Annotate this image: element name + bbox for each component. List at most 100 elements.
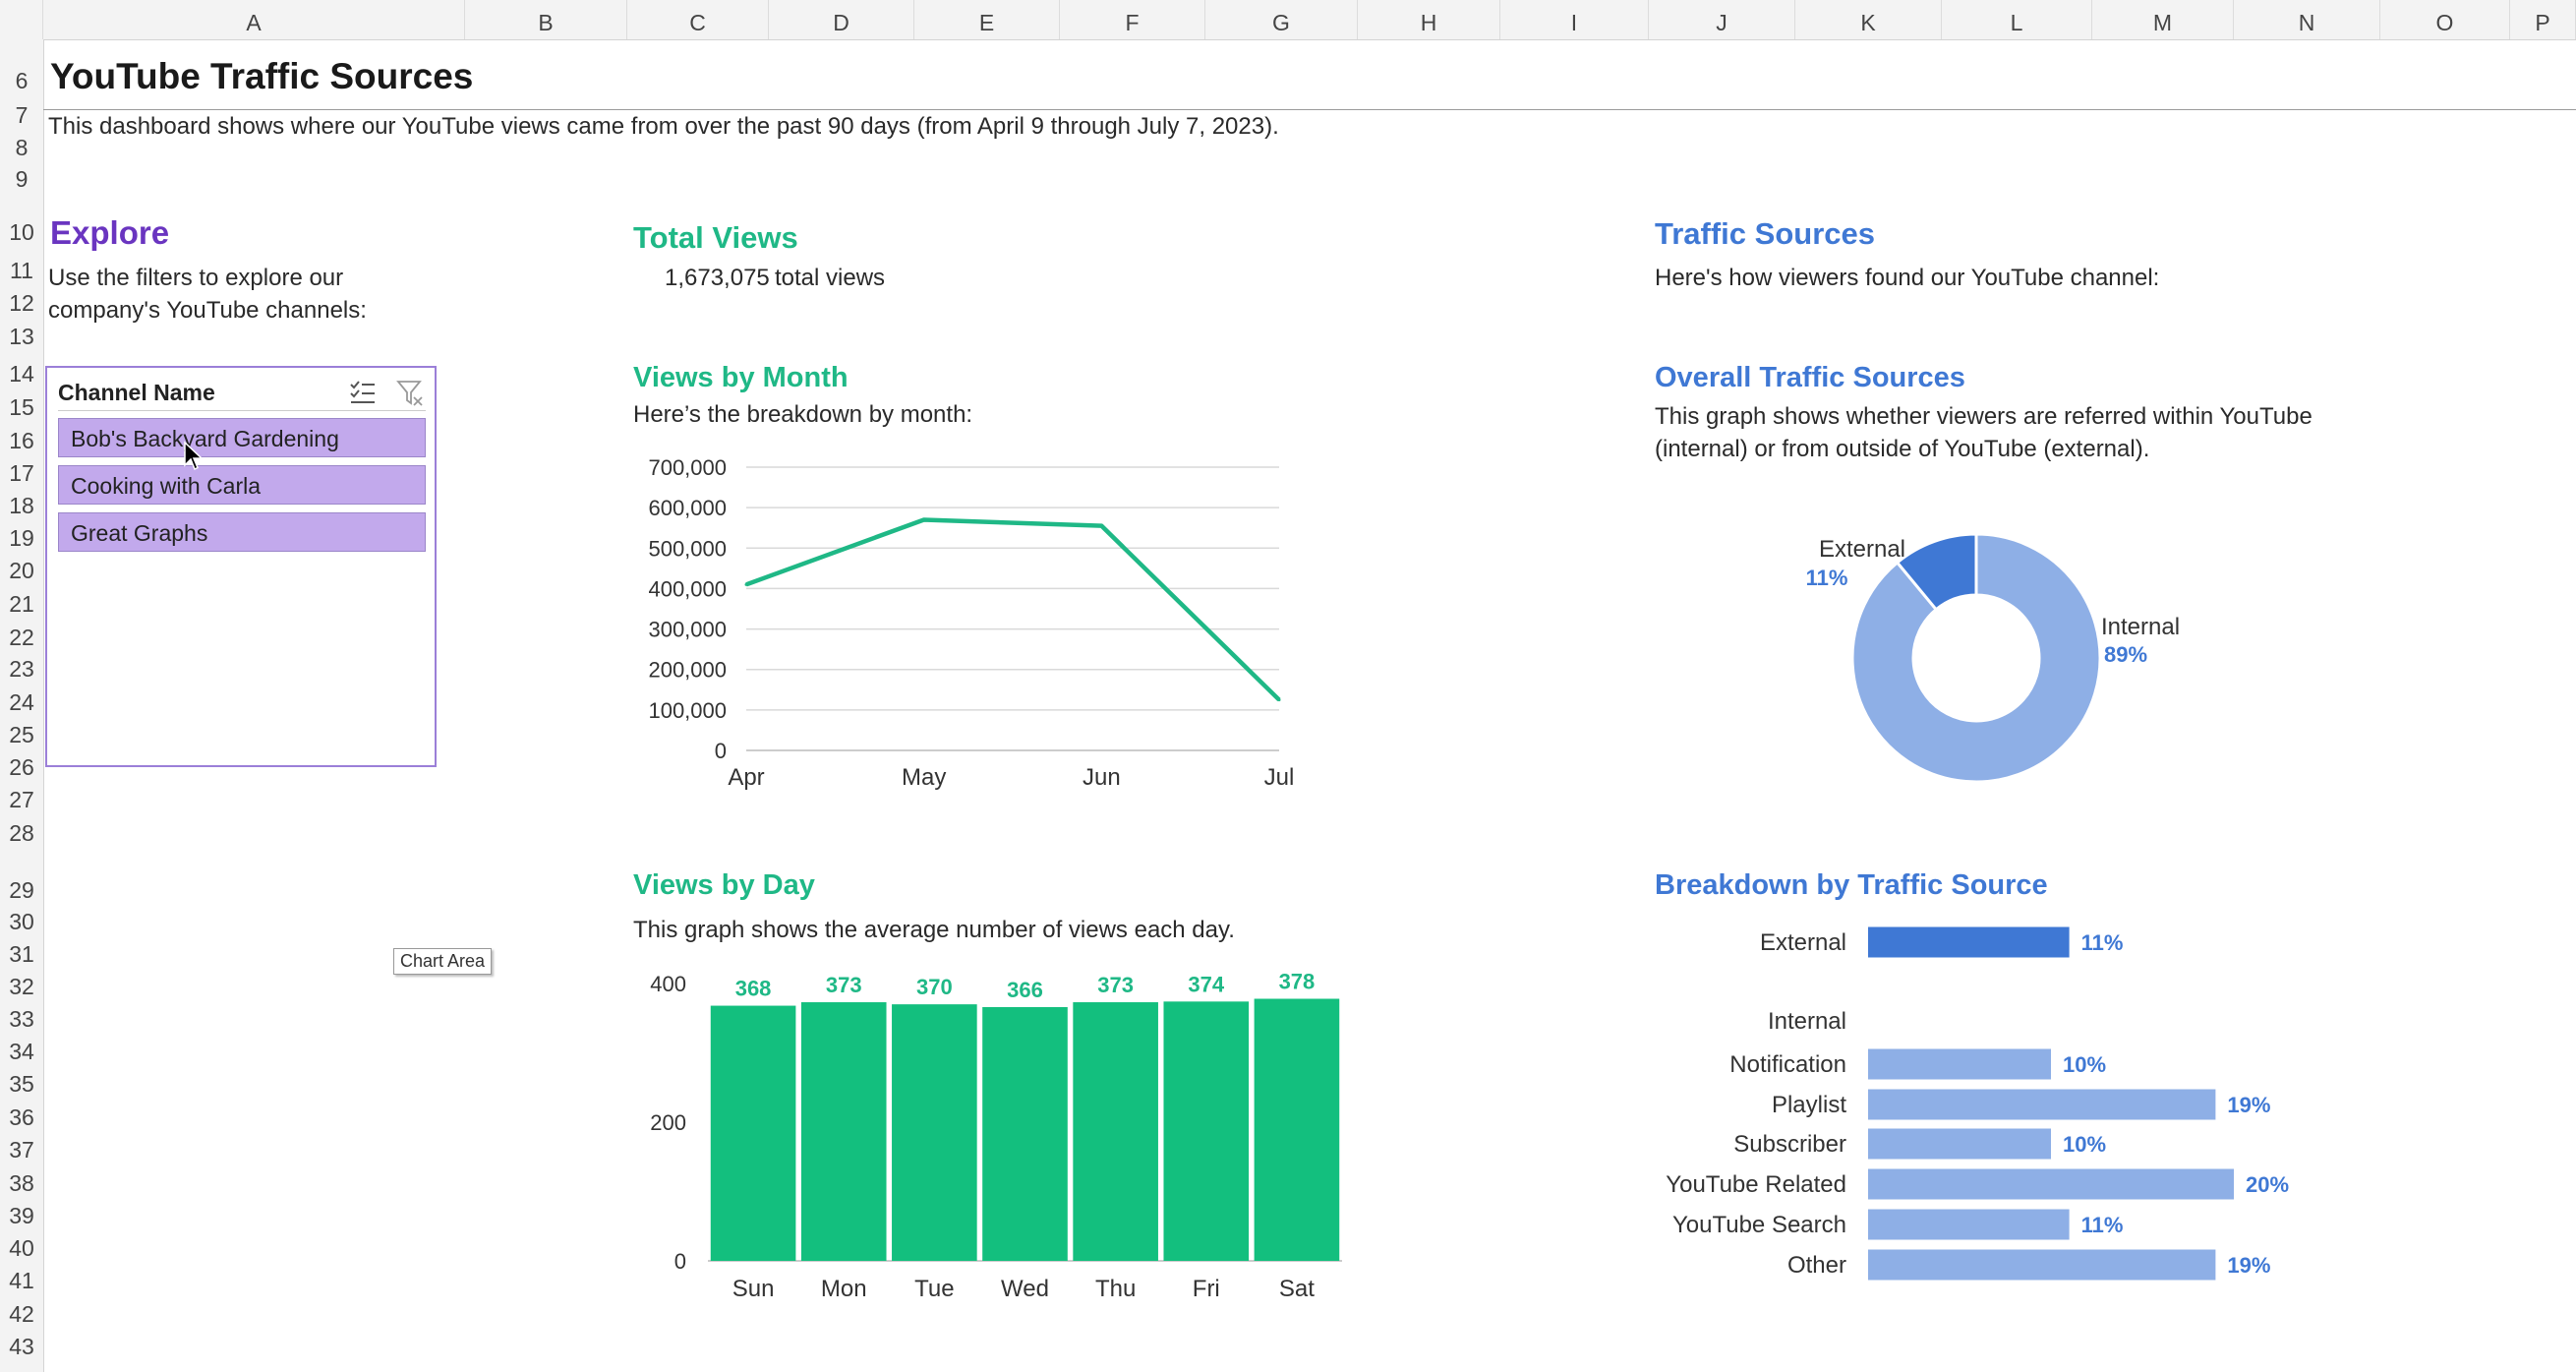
row-header-8[interactable]: 8 [15, 135, 29, 160]
day-bar [800, 1002, 887, 1261]
column-header-p[interactable]: P [2510, 0, 2576, 39]
day-x-tick-label: Mon [821, 1276, 867, 1302]
row-header-33[interactable]: 33 [9, 1006, 34, 1032]
column-header-f[interactable]: F [1060, 0, 1205, 39]
row-header-38[interactable]: 38 [9, 1170, 34, 1196]
row-header-22[interactable]: 22 [9, 625, 34, 650]
row-header-24[interactable]: 24 [9, 689, 34, 715]
overall-traffic-line-2: (internal) or from outside of YouTube (e… [1655, 436, 2150, 462]
day-bar-value-label: 373 [826, 973, 862, 997]
day-x-tick-label: Thu [1095, 1276, 1136, 1302]
column-header-d[interactable]: D [769, 0, 914, 39]
row-header-6[interactable]: 6 [15, 68, 29, 93]
row-header-21[interactable]: 21 [9, 591, 34, 617]
column-header-g[interactable]: G [1205, 0, 1358, 39]
column-header-e[interactable]: E [914, 0, 1060, 39]
row-header-18[interactable]: 18 [9, 493, 34, 518]
breakdown-category-label: External [1760, 929, 1846, 956]
row-header-25[interactable]: 25 [9, 722, 34, 747]
channel-slicer[interactable]: Channel Name Bob's Backyard Gardening Co… [45, 366, 437, 767]
row-header-19[interactable]: 19 [9, 525, 34, 551]
day-bar-value-label: 368 [735, 977, 772, 1001]
breakdown-category-label: YouTube Search [1672, 1212, 1846, 1238]
day-bar-value-label: 378 [1279, 970, 1316, 994]
row-header-32[interactable]: 32 [9, 974, 34, 999]
views-by-month-heading: Views by Month [633, 362, 849, 393]
day-bar [710, 1005, 796, 1261]
row-header-26[interactable]: 26 [9, 754, 34, 780]
total-views-suffix: total views [775, 265, 886, 291]
column-header-k[interactable]: K [1795, 0, 1942, 39]
row-header-31[interactable]: 31 [9, 941, 34, 967]
column-header-a[interactable]: A [43, 0, 465, 39]
day-bar-value-label: 366 [1007, 978, 1043, 1002]
column-header-c[interactable]: C [627, 0, 769, 39]
clear-filter-icon[interactable] [395, 378, 425, 407]
row-header-17[interactable]: 17 [9, 460, 34, 486]
breakdown-bar [1868, 1089, 2216, 1120]
breakdown-value-label: 11% [2081, 1213, 2124, 1237]
slicer-item-great-graphs[interactable]: Great Graphs [58, 512, 426, 552]
row-header-12[interactable]: 12 [9, 290, 34, 316]
breakdown-bar [1868, 1209, 2070, 1240]
day-bar-value-label: 373 [1097, 973, 1134, 997]
column-header-i[interactable]: I [1500, 0, 1649, 39]
donut-label-external-pct: 11% [1806, 566, 1848, 590]
row-header-39[interactable]: 39 [9, 1203, 34, 1228]
breakdown-bar [1868, 1128, 2051, 1160]
row-header-41[interactable]: 41 [9, 1268, 34, 1293]
row-header-35[interactable]: 35 [9, 1071, 34, 1097]
row-header-42[interactable]: 42 [9, 1301, 34, 1327]
breakdown-value-label: 19% [2227, 1093, 2270, 1117]
page-title: YouTube Traffic Sources [50, 56, 474, 96]
explore-line-1: Use the filters to explore our [48, 265, 344, 291]
slicer-item-cooking-with-carla[interactable]: Cooking with Carla [58, 465, 426, 505]
views-by-day-subtitle: This graph shows the average number of v… [633, 917, 1235, 943]
row-header-11[interactable]: 11 [10, 258, 33, 283]
row-header-7[interactable]: 7 [15, 102, 29, 128]
row-header-10[interactable]: 10 [9, 219, 34, 245]
row-header-29[interactable]: 29 [9, 877, 34, 903]
column-header-o[interactable]: O [2380, 0, 2510, 39]
views-by-month-chart[interactable]: 0 100,000 200,000 300,000 400,000 500,000 600,… [610, 433, 1317, 806]
row-header-34[interactable]: 34 [9, 1039, 34, 1064]
row-header-9[interactable]: 9 [15, 166, 29, 192]
row-header-28[interactable]: 28 [9, 820, 34, 846]
row-header-15[interactable]: 15 [9, 394, 34, 420]
column-header-h[interactable]: H [1358, 0, 1500, 39]
row-header-16[interactable]: 16 [9, 428, 34, 453]
breakdown-bar-chart[interactable]: Internal External 11% Notification 10% Playli… [1632, 915, 2379, 1288]
row-header-14[interactable]: 14 [9, 361, 34, 387]
donut-slice-external [1895, 532, 1978, 612]
month-y-tick-label: 600,000 [648, 496, 727, 520]
column-header-n[interactable]: N [2234, 0, 2380, 39]
day-y-tick-label: 200 [650, 1110, 686, 1135]
column-header-l[interactable]: L [1942, 0, 2092, 39]
column-header-j[interactable]: J [1649, 0, 1795, 39]
slicer-item-bobs-backyard-gardening[interactable]: Bob's Backyard Gardening [58, 418, 426, 457]
month-x-tick-label: Jun [1083, 764, 1121, 791]
column-header-m[interactable]: M [2092, 0, 2234, 39]
row-header-37[interactable]: 37 [9, 1137, 34, 1163]
total-views-value: 1,673,075 [665, 265, 770, 291]
multi-select-icon[interactable] [348, 378, 378, 407]
day-bar [1073, 1002, 1158, 1261]
views-by-day-chart[interactable]: 0 200 400 368 Sun 373 Mon 370 Tue 366 Wed 373 Thu 374… [610, 954, 1357, 1318]
row-header-27[interactable]: 27 [9, 787, 34, 812]
corner-cell[interactable] [0, 0, 43, 39]
row-header-43[interactable]: 43 [9, 1334, 34, 1359]
row-header-40[interactable]: 40 [9, 1235, 34, 1261]
column-header-b[interactable]: B [465, 0, 627, 39]
donut-label-external-name: External [1819, 536, 1905, 563]
row-header-20[interactable]: 20 [9, 558, 34, 583]
row-header-23[interactable]: 23 [9, 656, 34, 682]
row-header-13[interactable]: 13 [9, 324, 34, 349]
row-header-30[interactable]: 30 [9, 909, 34, 934]
chart-area-tooltip: Chart Area [393, 948, 493, 975]
row-header-36[interactable]: 36 [9, 1104, 34, 1130]
breakdown-value-label: 11% [2081, 930, 2124, 955]
breakdown-category-label: Notification [1729, 1051, 1846, 1078]
explore-line-2: company's YouTube channels: [48, 297, 367, 324]
